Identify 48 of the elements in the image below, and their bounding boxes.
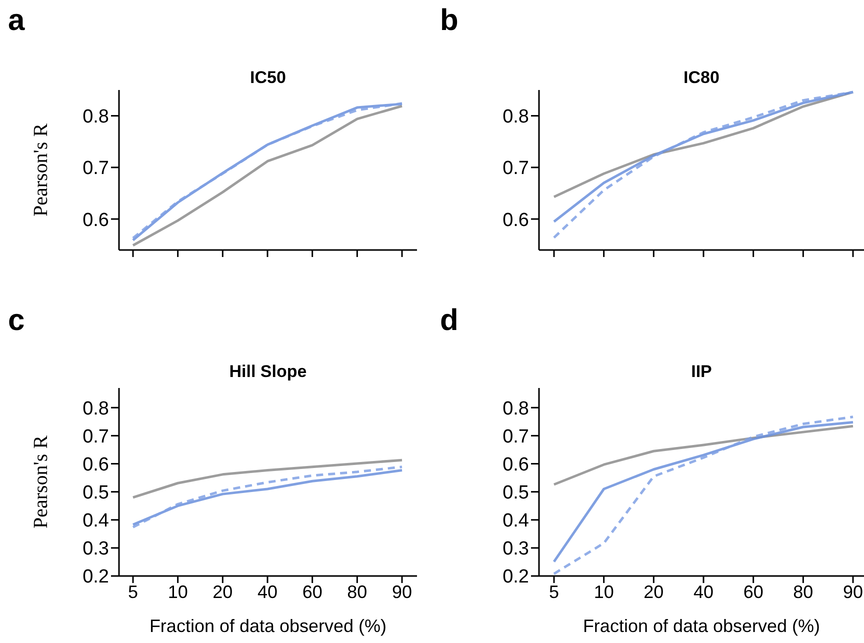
y-tick-label: 0.8 [82,106,109,128]
x-tick-label: 90 [842,582,864,602]
x-tick-label: 40 [693,582,714,602]
text: d [440,304,458,338]
y-tick-label: 0.7 [82,158,109,180]
text: b [440,4,458,38]
y-tick-label: 0.7 [502,158,529,180]
y-tick-label: 0.5 [82,482,109,504]
x-tick-label: 5 [548,582,560,602]
x-tick-label: 80 [793,582,814,602]
chart-title: IC50 [249,68,287,88]
x-tick-label: 20 [644,582,664,602]
x-tick-label: 60 [302,582,322,602]
line-series [132,458,404,499]
chart-title: IC80 [682,68,720,88]
y-tick-label: 0.3 [502,538,529,560]
y-tick-label: 0.6 [502,454,529,476]
y-tick-label: 0.2 [502,566,529,588]
y-tick-label: 0.5 [502,482,529,504]
x-axis-title: Fraction of data observed (%) [582,616,820,636]
text: a [8,4,25,38]
text: c [8,304,25,338]
x-tick-label: 90 [392,582,412,602]
y-tick-label: 0.8 [82,398,109,420]
x-tick-label: 5 [128,582,138,602]
x-tick-label: 10 [168,582,188,602]
y-tick-label: 0.2 [82,566,109,588]
y-tick-label: 0.4 [82,510,110,532]
y-tick-label: 0.3 [82,538,109,560]
y-tick-label: 0.7 [82,426,109,448]
y-axis-title: Pearson's R [30,434,52,529]
chart-title: Hill Slope [228,362,308,382]
x-tick-label: 80 [347,582,368,602]
x-tick-label: 60 [743,582,764,602]
y-axis-title: Pearson's R [30,122,52,217]
y-tick-label: 0.8 [502,398,529,420]
y-tick-label: 0.8 [502,106,529,128]
y-tick-label: 0.6 [82,210,109,231]
y-tick-label: 0.6 [502,210,529,231]
y-tick-label: 0.7 [502,426,529,448]
line-series [552,424,854,486]
x-tick-label: 40 [257,582,278,602]
x-axis-title: Fraction of data observed (%) [149,616,387,636]
x-tick-label: 20 [212,582,233,602]
x-tick-label: 10 [594,582,614,602]
y-tick-label: 0.6 [82,454,109,476]
y-tick-label: 0.4 [502,510,530,532]
chart-title: IIP [690,362,713,382]
